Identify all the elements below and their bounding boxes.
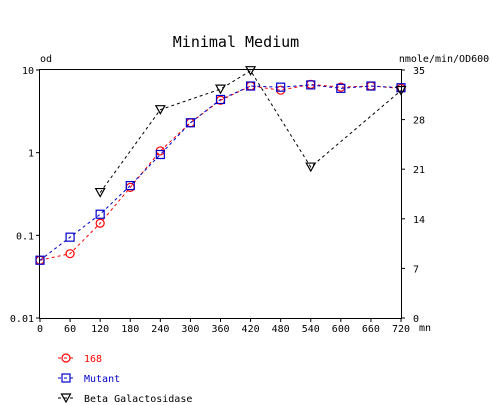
series-line-mutant xyxy=(39,84,402,261)
data-point-168 xyxy=(65,249,75,259)
x-axis-unit: mn xyxy=(419,323,431,334)
left-y-axis: 0.01 0.1 1 10 xyxy=(10,66,40,325)
x-tick-label: 180 xyxy=(121,324,139,335)
x-tick-label: 360 xyxy=(211,324,229,335)
x-tick-label: 120 xyxy=(91,324,109,335)
legend: 168 Mutant Beta Galactosidase xyxy=(58,353,192,405)
data-point-mutant xyxy=(276,82,286,92)
x-tick-label: 420 xyxy=(242,324,260,335)
right-y-tick-label: 28 xyxy=(413,116,425,127)
data-point-beta-galactosidase xyxy=(214,84,227,95)
legend-marker xyxy=(61,373,71,383)
x-tick-label: 240 xyxy=(151,324,169,335)
series-168 xyxy=(35,79,406,265)
data-point-mutant xyxy=(215,94,226,105)
legend-label: Beta Galactosidase xyxy=(84,394,192,405)
left-y-tick-label: 10 xyxy=(22,66,34,77)
right-y-tick-label: 14 xyxy=(413,215,425,226)
series-mutant xyxy=(35,80,406,265)
legend-item-mutant: Mutant xyxy=(58,373,120,385)
left-axis-title: od xyxy=(40,54,52,65)
legend-label: Mutant xyxy=(84,374,120,385)
x-tick-label: 0 xyxy=(37,324,43,335)
data-point-168 xyxy=(95,218,105,228)
right-y-tick-label: 21 xyxy=(413,165,425,176)
data-point-mutant xyxy=(35,255,45,265)
series-line-beta-galactosidase xyxy=(99,70,402,193)
legend-marker xyxy=(60,393,72,404)
x-axis: 0 60 120 180 240 300 360 420 480 540 600 660 720 xyxy=(37,318,410,335)
right-y-tick-label: 35 xyxy=(413,66,425,77)
x-tick-label: 60 xyxy=(64,324,76,335)
x-tick-label: 540 xyxy=(302,324,320,335)
series-line-168 xyxy=(39,83,402,261)
data-point-mutant xyxy=(245,81,256,91)
data-point-beta-galactosidase xyxy=(305,162,317,173)
x-tick-label: 600 xyxy=(332,324,350,335)
x-tick-label: 480 xyxy=(272,324,290,335)
right-y-axis: 0 7 14 21 28 35 xyxy=(401,66,425,325)
x-tick-label: 660 xyxy=(362,324,380,335)
data-point-mutant xyxy=(125,180,135,191)
left-y-tick-label: 0.1 xyxy=(16,231,34,242)
data-point-mutant xyxy=(185,118,196,128)
x-tick-label: 300 xyxy=(181,324,199,335)
plot-frame xyxy=(39,69,402,319)
data-point-mutant xyxy=(155,149,165,160)
data-point-beta-galactosidase xyxy=(94,187,106,198)
legend-marker xyxy=(61,353,71,363)
data-point-mutant xyxy=(65,232,75,242)
legend-item-beta-galactosidase: Beta Galactosidase xyxy=(58,393,192,405)
series-beta-galactosidase xyxy=(94,66,407,198)
data-point-beta-galactosidase xyxy=(395,85,407,96)
data-point-beta-galactosidase xyxy=(154,105,166,115)
left-y-tick-label: 1 xyxy=(28,149,34,160)
data-point-mutant xyxy=(366,81,376,91)
right-axis-title: nmole/min/OD600 xyxy=(399,54,489,65)
legend-item-168: 168 xyxy=(58,353,102,365)
series-layer xyxy=(35,66,407,265)
data-point-mutant xyxy=(336,83,346,93)
x-tick-label: 720 xyxy=(392,324,410,335)
data-point-mutant xyxy=(95,209,105,219)
legend-label: 168 xyxy=(84,354,102,365)
data-point-beta-galactosidase xyxy=(245,66,257,76)
chart-title: Minimal Medium xyxy=(173,33,299,51)
right-y-tick-label: 0 xyxy=(413,314,419,325)
right-y-tick-label: 7 xyxy=(413,264,419,275)
data-point-mutant xyxy=(306,80,316,90)
left-y-tick-label: 0.01 xyxy=(10,314,34,325)
